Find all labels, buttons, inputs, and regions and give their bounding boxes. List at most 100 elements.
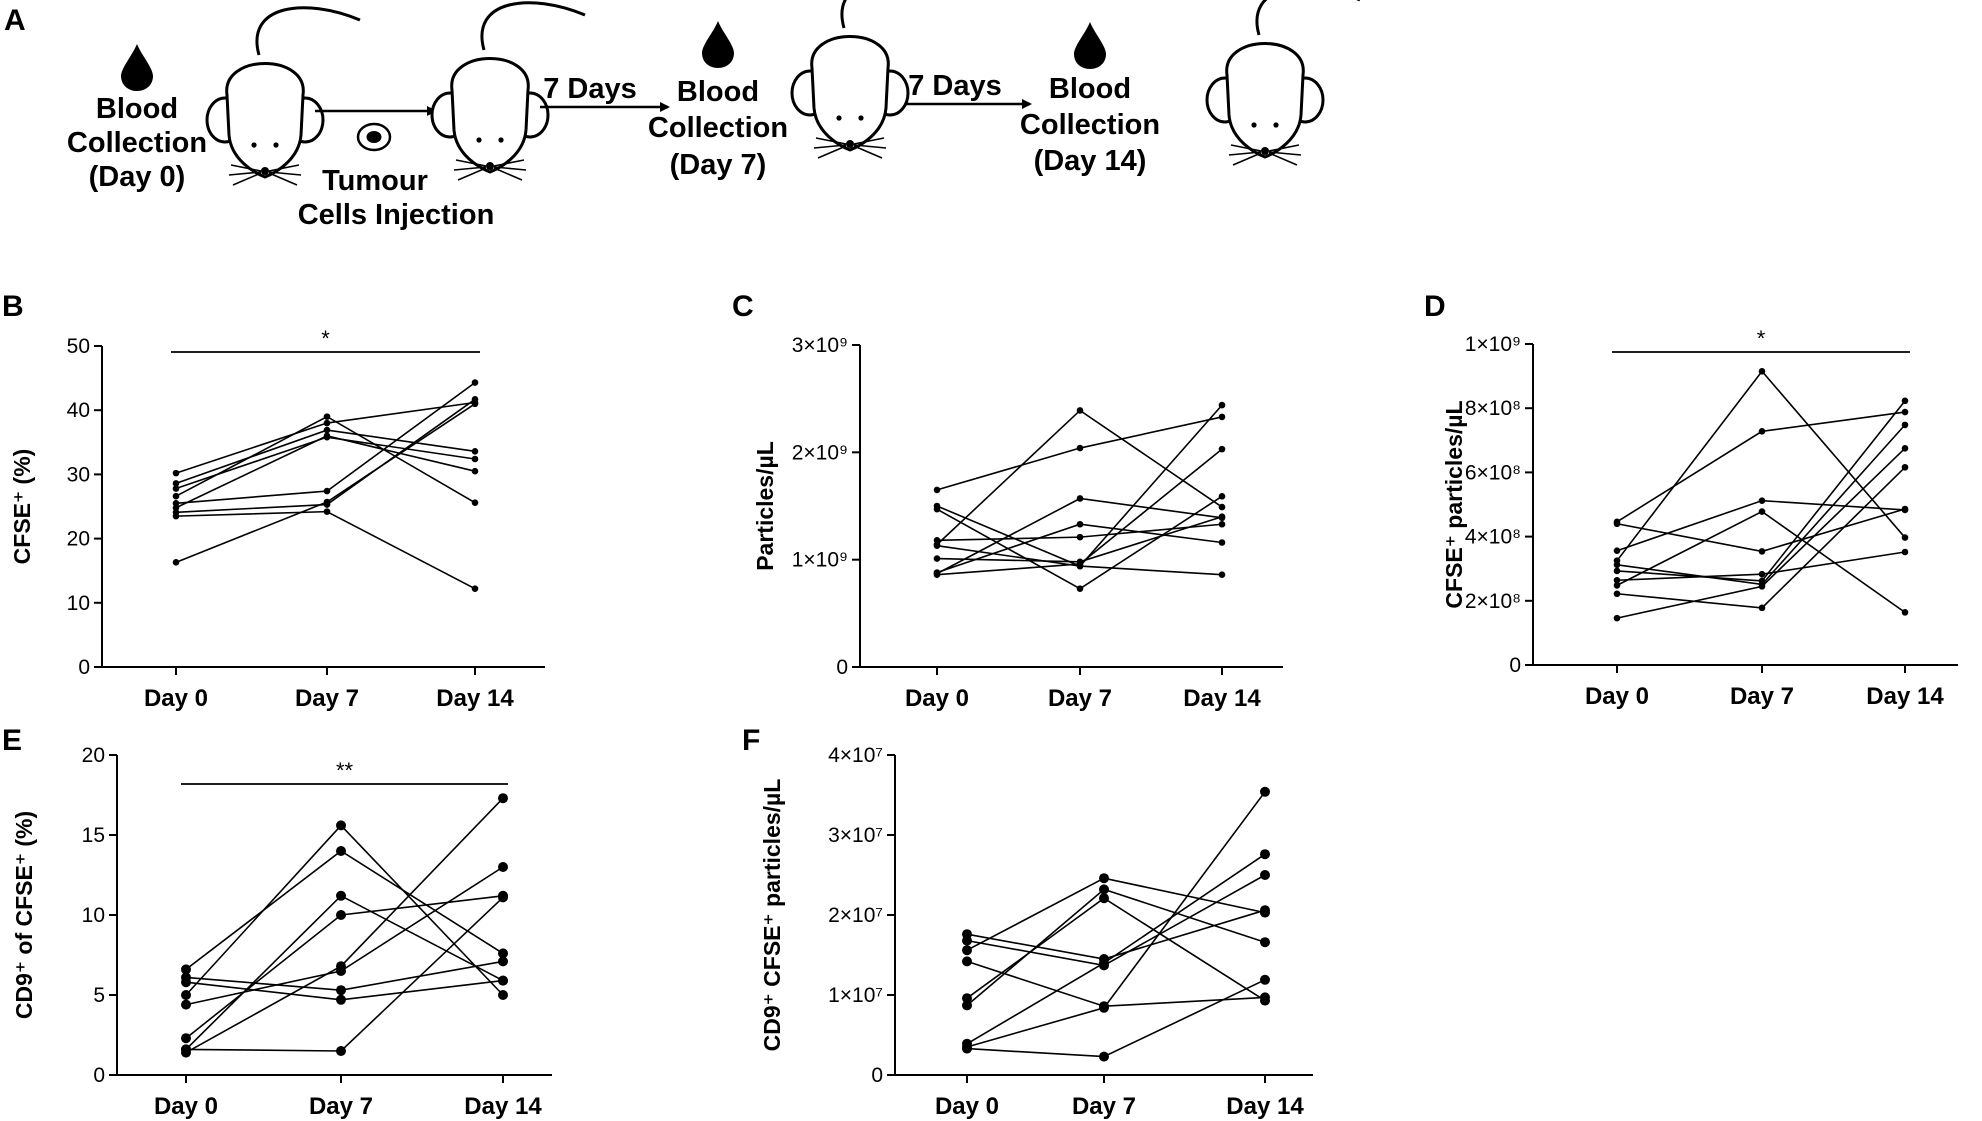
data-point [336,890,346,901]
series-line [185,797,504,1054]
data-point [498,948,508,959]
stage-2-line-2: (Day 7) [670,149,767,181]
data-point [962,956,972,967]
series-line [175,510,476,590]
blood-drop-icon [702,21,734,68]
data-point [1099,1051,1109,1062]
stage-3-line-1: Collection [1020,109,1160,141]
data-point [1613,590,1621,598]
data-point [1099,884,1109,895]
series-line [175,381,476,505]
series-line [966,909,1266,960]
y-tick-label: 20 [82,744,105,767]
mouse-icon [1205,0,1362,167]
series-line [1616,499,1906,552]
data-point [471,400,479,408]
data-point [1901,397,1909,405]
chart-panel-c: C 0 1×10⁹ 2×10⁹ 3×10⁹ Day 0 Day 7 Day 14 Particl… [732,290,1283,712]
data-point [1758,367,1766,375]
data-point [323,487,331,495]
data-point [1758,577,1766,585]
stage-3-line-2: (Day 14) [1034,145,1147,177]
arrow-2-label: 7 Days [908,70,1002,102]
data-point [1076,585,1084,592]
data-point [1218,520,1226,528]
x-tick-label: Day 14 [1183,685,1261,712]
data-point [1099,873,1109,884]
data-point [336,994,346,1005]
y-tick-label: 0 [78,656,90,679]
y-axis-title: Particles/µL [752,441,778,571]
y-tick-label: 20 [67,528,90,551]
stage-0-line-1: Collection [67,127,207,159]
data-point [1613,576,1621,584]
chart-panel-b: B 0 10 20 30 40 50 Day 0 Day 7 Day 14 CFSE⁺ (%) * [2,290,545,712]
data-point [1218,445,1226,453]
data-point [1901,445,1909,452]
data-point [1076,562,1084,570]
data-point [471,585,479,592]
data-point [1758,583,1766,590]
data-point [1218,539,1226,546]
data-point [1758,604,1766,612]
y-tick-label: 1×10⁷ [828,984,883,1007]
stage-0-line-0: Blood [96,93,178,125]
data-point [323,419,331,427]
data-point [962,993,972,1004]
data-point [181,1033,191,1044]
y-tick-label: 3×10⁷ [828,824,883,847]
panel-letter-f: F [742,724,760,757]
data-point [1758,497,1766,504]
x-tick-label: Day 0 [144,685,208,712]
data-point [1099,958,1109,968]
data-point [1260,849,1270,860]
y-axis-title: CD9⁺ CFSE⁺ particles/µL [759,779,785,1052]
data-point [933,542,941,550]
x-tick-label: Day 14 [436,685,514,712]
stage-2-line-1: Collection [648,112,788,144]
series-line [1616,508,1906,553]
arrow-1-label: 7 Days [543,73,637,105]
stage-3-line-0: Blood [1049,73,1131,105]
data-point [181,964,191,975]
tumour-cell-nucleus-icon [366,131,382,143]
y-tick-label: 8×10⁸ [1465,397,1521,420]
data-point [172,485,180,492]
data-point [1260,907,1270,918]
data-point [1901,408,1909,416]
data-point [1076,495,1084,502]
y-tick-label: 30 [67,463,90,486]
data-point [1758,508,1766,515]
data-point [181,999,191,1010]
x-tick-label: Day 0 [1585,683,1649,710]
y-tick-label: 0 [836,656,848,679]
data-point [1218,413,1226,421]
y-tick-label: 4×10⁷ [828,744,883,767]
data-point [1218,514,1226,522]
chart-panel-e: E 0 5 10 15 20 Day 0 Day 7 Day 14 CD9⁺ of CFSE⁺ (… [2,724,552,1120]
schematic-panel: A Blood Collection (Day 0) Tumour Cells … [4,0,1362,231]
y-tick-label: 40 [67,399,90,422]
data-point [498,956,508,967]
y-tick-label: 0 [871,1064,883,1087]
y-axis-title: CFSE⁺ (%) [9,449,35,565]
data-point [1076,407,1084,414]
data-point [1758,548,1766,555]
data-point [1901,506,1909,514]
data-point [1076,520,1084,528]
mouse-icon [205,6,362,187]
data-point [498,862,508,872]
data-point [323,432,331,440]
significance-label: ** [336,758,354,783]
y-tick-label: 10 [82,904,105,927]
data-point [962,1043,972,1054]
data-point [323,413,331,420]
x-tick-label: Day 7 [1730,683,1794,710]
series-line [936,495,1223,590]
blood-drop-icon [121,44,153,91]
stage-1-line-0: Tumour [322,165,428,197]
data-point [1099,1002,1109,1013]
data-point [471,467,479,475]
data-point [933,571,941,578]
